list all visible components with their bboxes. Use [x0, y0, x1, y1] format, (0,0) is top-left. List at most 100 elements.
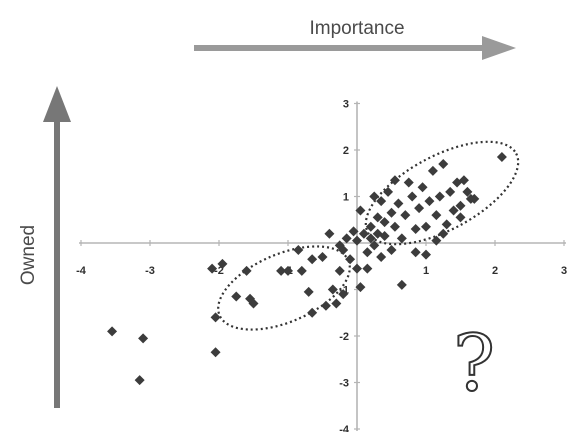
upper-cluster-ellipse	[364, 140, 520, 246]
data-point	[455, 212, 466, 223]
data-point	[431, 210, 442, 221]
data-point	[365, 233, 376, 244]
data-point	[324, 228, 335, 239]
x-tick-label: -4	[76, 265, 87, 277]
data-point	[345, 254, 356, 265]
data-point	[338, 289, 349, 300]
data-point	[448, 205, 459, 216]
data-point	[355, 282, 366, 293]
data-point	[469, 193, 480, 204]
data-point	[396, 233, 407, 244]
x-tick-label: -2	[214, 265, 224, 277]
data-point	[338, 244, 349, 255]
data-point	[248, 298, 259, 309]
data-point	[386, 207, 397, 218]
data-point	[331, 298, 342, 309]
data-point	[438, 158, 449, 169]
data-point	[307, 254, 318, 265]
data-point	[376, 251, 387, 262]
x-tick-label: -3	[145, 265, 155, 277]
data-point	[283, 265, 293, 276]
data-point	[138, 333, 149, 344]
data-point	[303, 286, 314, 297]
data-point	[393, 198, 404, 209]
data-point	[369, 240, 380, 251]
data-point	[403, 177, 414, 188]
data-point	[334, 265, 345, 276]
data-point	[434, 191, 445, 202]
data-point	[307, 307, 318, 318]
x-tick-label: 2	[492, 265, 498, 277]
data-point	[231, 291, 242, 302]
owned-arrow	[43, 86, 71, 408]
importance-arrow	[194, 36, 516, 60]
cluster-ellipses	[217, 140, 520, 331]
data-point	[241, 265, 252, 276]
y-tick-label: 2	[343, 145, 349, 157]
data-point	[352, 235, 362, 246]
data-point	[407, 191, 418, 202]
data-point	[107, 326, 118, 337]
data-point	[348, 226, 359, 237]
data-point	[376, 196, 387, 207]
data-point	[362, 263, 373, 274]
data-point	[365, 221, 376, 232]
data-point	[445, 186, 456, 197]
y-tick-label: 1	[343, 192, 349, 204]
data-point	[352, 263, 362, 274]
data-point	[431, 235, 442, 246]
data-point	[296, 265, 307, 276]
data-point	[327, 284, 338, 295]
y-tick-label: -3	[339, 378, 349, 390]
data-point	[417, 182, 428, 193]
data-point	[410, 224, 421, 235]
data-point	[496, 151, 507, 162]
data-point	[358, 228, 369, 239]
question-mark-annotation: ?	[453, 319, 495, 409]
importance-arrow-shaft	[194, 45, 486, 51]
data-point	[210, 347, 221, 358]
data-point	[317, 251, 328, 262]
data-point	[369, 191, 380, 202]
data-point	[421, 249, 431, 260]
data-point	[217, 258, 228, 269]
data-point	[421, 221, 431, 232]
data-point	[210, 312, 221, 323]
data-point	[400, 210, 411, 221]
x-tick-label: 3	[561, 265, 567, 277]
x-axis-title: Importance	[309, 18, 404, 39]
data-point	[383, 186, 394, 197]
data-point	[458, 175, 469, 186]
data-point	[134, 375, 145, 386]
data-point	[379, 231, 390, 242]
data-point	[455, 200, 466, 211]
data-point	[414, 203, 425, 214]
data-point	[396, 279, 407, 290]
data-point	[293, 244, 304, 255]
data-points	[107, 151, 507, 386]
data-point	[410, 247, 421, 258]
data-point	[386, 244, 397, 255]
data-point	[276, 265, 287, 276]
data-point	[372, 212, 383, 223]
data-point	[389, 175, 400, 186]
y-tick-label: -4	[339, 424, 350, 432]
data-point	[441, 219, 452, 230]
data-point	[355, 205, 366, 216]
data-point	[389, 221, 400, 232]
owned-arrow-head	[43, 86, 71, 122]
y-tick-labels: 321-1-2-3-4	[339, 99, 360, 432]
data-point	[427, 165, 438, 176]
data-point	[462, 186, 473, 197]
data-point	[341, 233, 352, 244]
data-point	[362, 247, 373, 258]
importance-arrow-head	[482, 36, 516, 60]
data-point	[438, 228, 449, 239]
y-axis-title: Owned	[18, 225, 39, 285]
data-point	[424, 196, 435, 207]
x-tick-label: 1	[423, 265, 429, 277]
y-tick-label: -2	[339, 331, 349, 343]
y-tick-label: 3	[343, 99, 349, 111]
